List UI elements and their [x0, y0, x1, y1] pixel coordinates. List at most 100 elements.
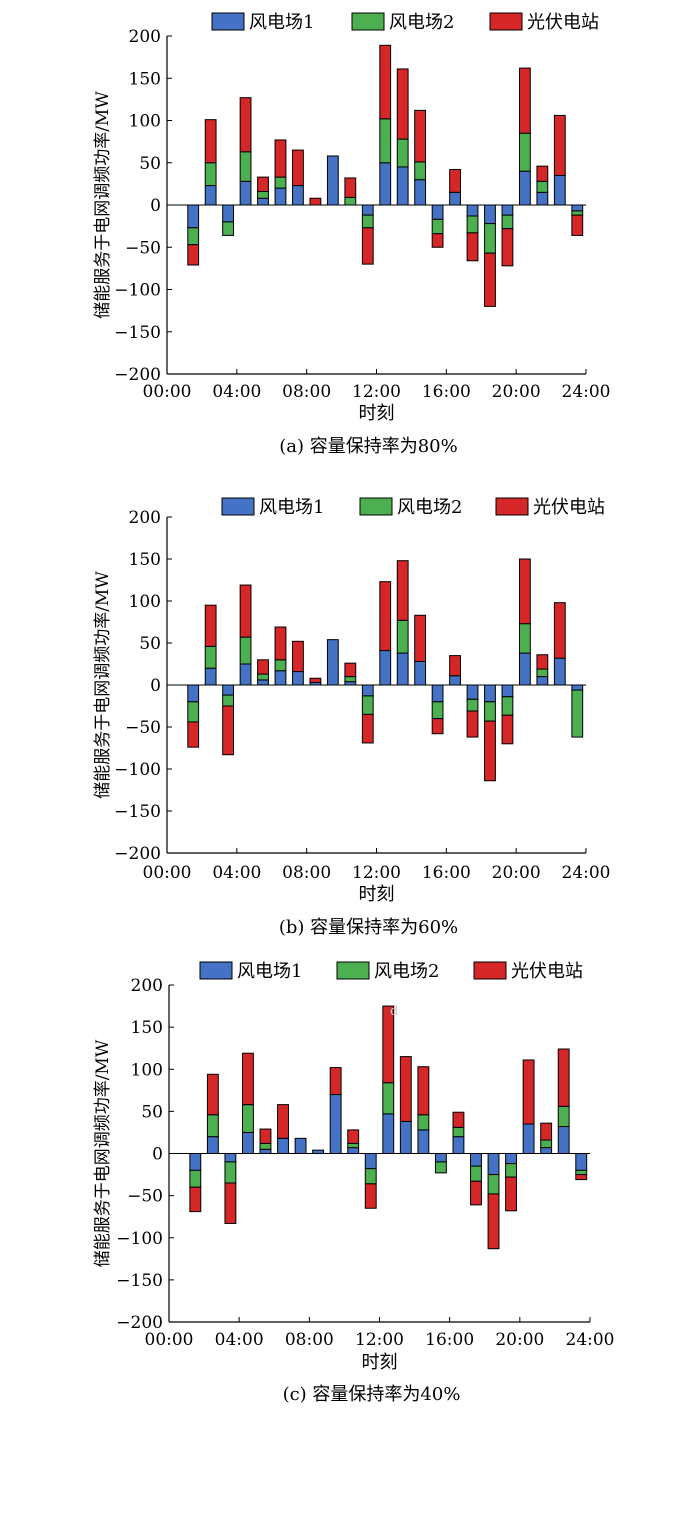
y-tick-label: 50 — [139, 154, 161, 174]
bar-1-s3-22 — [571, 214, 584, 236]
bar-1-s1-15 — [449, 191, 461, 206]
bar-3-s2-22 — [575, 1169, 588, 1176]
y-tick-label: −100 — [114, 281, 161, 301]
bar-1-s1-10 — [361, 204, 374, 216]
x-tick-label: 24:00 — [566, 1330, 615, 1350]
bar-2-s3-12 — [396, 560, 409, 621]
legend-label: 风电场2 — [389, 12, 454, 33]
x-tick-label: 16:00 — [422, 863, 471, 883]
bar-2-s1-19 — [518, 652, 531, 686]
bar-3-s1-4 — [259, 1148, 272, 1155]
bar-3-s2-17 — [487, 1174, 500, 1195]
bar-3-s1-21 — [557, 1126, 570, 1155]
bar-2-s3-1 — [204, 604, 217, 647]
bar-3-s3-8 — [329, 1067, 342, 1096]
bar-2-s1-3 — [239, 663, 252, 686]
y-tick-label: −100 — [116, 1229, 163, 1249]
bar-1-s1-20 — [536, 191, 549, 206]
bar-3-s1-8 — [329, 1094, 342, 1155]
bar-2-s2-10 — [361, 695, 374, 715]
bar-3-s3-18 — [505, 1176, 517, 1212]
y-tick-label: −150 — [116, 1271, 163, 1291]
bar-3-s3-1 — [206, 1073, 219, 1116]
x-axis-title: 时刻 — [359, 884, 395, 905]
bar-2-s1-13 — [414, 660, 427, 686]
bar-1-s2-19 — [518, 132, 531, 172]
x-tick-label: 20:00 — [495, 1330, 544, 1350]
bar-1-s1-4 — [257, 197, 269, 206]
bar-1-s1-0 — [187, 204, 200, 229]
bar-3-s2-2 — [224, 1161, 237, 1184]
bar-3-s1-3 — [242, 1131, 254, 1154]
bar-3-s3-5 — [277, 1104, 289, 1139]
legend-swatch — [351, 12, 385, 31]
bar-2-s3-15 — [449, 655, 461, 677]
bar-3-s3-10 — [364, 1183, 377, 1209]
bar-3-s2-3 — [242, 1104, 254, 1133]
bar-2-s1-8 — [326, 639, 339, 686]
y-tick-label: 0 — [152, 1145, 163, 1165]
bar-2-s1-10 — [361, 684, 374, 697]
y-tick-label: 50 — [139, 634, 161, 654]
bar-3-s1-10 — [364, 1153, 377, 1170]
bar-1-s3-7 — [309, 197, 322, 206]
bar-3-s1-19 — [522, 1123, 535, 1155]
bar-2-s3-20 — [536, 654, 549, 670]
y-tick-label: 200 — [131, 976, 163, 996]
bar-2-s1-15 — [449, 675, 461, 686]
bar-1-s3-18 — [501, 228, 514, 267]
bar-1-s1-14 — [431, 204, 444, 220]
y-tick-label: 0 — [150, 196, 161, 216]
y-tick-label: −200 — [114, 365, 161, 385]
x-tick-label: 20:00 — [492, 382, 541, 402]
y-tick-label: −200 — [114, 844, 161, 864]
bar-2-s1-12 — [396, 652, 409, 686]
legend-label: 风电场2 — [397, 497, 462, 518]
bar-3-s3-2 — [224, 1182, 237, 1224]
bar-2-s3-0 — [187, 721, 200, 748]
bar-3-s3-20 — [540, 1122, 553, 1141]
y-tick-label: 150 — [131, 1018, 163, 1038]
panel-caption: (a) 容量保持率为80% — [279, 436, 458, 457]
bar-2-s1-5 — [274, 670, 287, 686]
bar-3-s1-22 — [575, 1153, 588, 1171]
legend-label: 风电场1 — [249, 12, 314, 33]
bar-1-s2-22 — [571, 210, 584, 216]
bar-2-s3-11 — [379, 581, 392, 652]
y-axis-title: 储能服务于电网调频功率/MW — [93, 91, 113, 319]
bar-1-s3-10 — [361, 227, 374, 265]
bar-3-s2-10 — [364, 1168, 377, 1185]
y-tick-label: −150 — [114, 323, 161, 343]
bar-2-s2-22 — [571, 689, 584, 738]
bar-2-s1-1 — [204, 667, 217, 686]
bar-3-s1-15 — [452, 1136, 465, 1155]
bar-2-s3-17 — [484, 720, 496, 782]
bar-3-s3-9 — [347, 1129, 360, 1144]
legend-label: 光伏电站 — [533, 497, 605, 518]
bar-1-s2-13 — [414, 161, 427, 181]
bar-2-s1-17 — [484, 684, 496, 703]
bar-2-s2-1 — [204, 645, 217, 669]
bar-2-s3-14 — [431, 718, 444, 735]
x-tick-label: 12:00 — [352, 382, 401, 402]
bar-1-s2-5 — [274, 176, 287, 189]
y-tick-label: 150 — [129, 69, 161, 89]
bar-3-s3-21 — [557, 1048, 570, 1107]
legend-swatch — [211, 12, 245, 31]
bar-3-s2-13 — [417, 1114, 430, 1131]
bar-3-s2-9 — [347, 1142, 360, 1149]
x-tick-label: 08:00 — [282, 382, 331, 402]
bar-2-s1-14 — [431, 684, 444, 703]
bar-1-s1-13 — [414, 179, 427, 206]
bar-1-s2-14 — [431, 218, 444, 235]
x-tick-label: 04:00 — [212, 382, 261, 402]
y-tick-label: 200 — [129, 508, 161, 528]
bar-3-s1-7 — [312, 1149, 325, 1155]
bar-1-s2-18 — [501, 214, 514, 230]
legend-swatch — [359, 497, 393, 516]
y-tick-label: −50 — [125, 718, 161, 738]
bar-3-s2-0 — [189, 1169, 202, 1188]
bar-2-s2-2 — [222, 694, 235, 707]
